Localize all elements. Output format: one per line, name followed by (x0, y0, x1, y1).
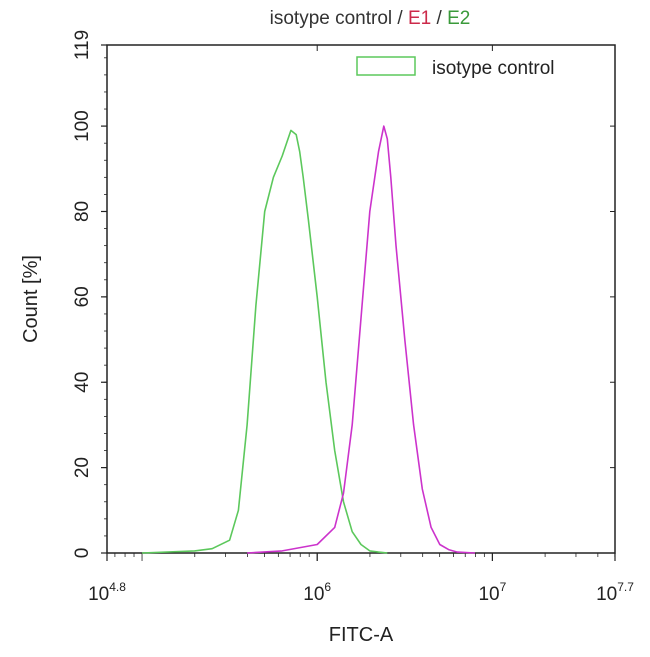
plot-frame (106, 44, 616, 554)
y-axis: 0 20 40 60 80 100 119 (72, 30, 615, 558)
series-group (141, 125, 475, 554)
x-tick-label: 107 (478, 580, 506, 605)
title-part-0: isotype control (270, 8, 393, 29)
title-part-2: E1 (408, 8, 431, 29)
chart-title: isotype control / E1 / E2 (270, 8, 471, 29)
x-axis: 104.8 106 107 107.7 (88, 45, 634, 605)
y-tick-label: 100 (72, 110, 93, 142)
legend: isotype control (356, 56, 555, 79)
y-tick-label: 0 (72, 548, 93, 559)
x-tick-label: 107.7 (596, 580, 634, 605)
title-part-1: / (392, 8, 408, 29)
y-axis-title: Count [%] (20, 255, 42, 343)
series-line-e1 (247, 125, 475, 554)
y-tick-label: 20 (72, 457, 93, 478)
title-part-3: / (431, 8, 447, 29)
series-line-isotype-control (141, 129, 388, 554)
legend-swatch-isotype-control (356, 56, 416, 76)
y-tick-label: 80 (72, 201, 93, 222)
x-axis-title: FITC-A (329, 624, 394, 646)
title-part-4: E2 (447, 8, 470, 29)
x-tick-label: 104.8 (88, 580, 126, 605)
x-tick-label: 106 (303, 580, 331, 605)
legend-label-isotype-control: isotype control (432, 58, 555, 79)
y-tick-label: 40 (72, 372, 93, 393)
y-tick-label: 119 (72, 30, 93, 60)
y-tick-label: 60 (72, 286, 93, 307)
